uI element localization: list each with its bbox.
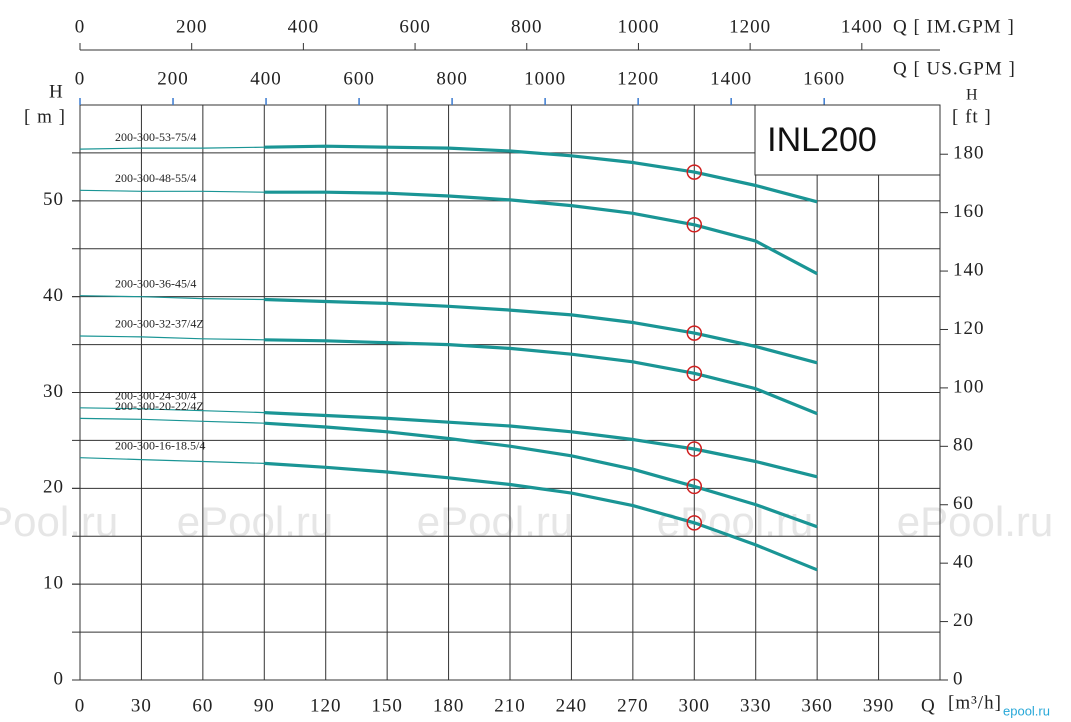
curve-thin xyxy=(79,146,265,150)
y2-label: H xyxy=(966,87,979,104)
duty-point xyxy=(686,441,703,457)
x2-tick-label: 600 xyxy=(399,16,431,37)
curve-thin xyxy=(79,335,265,341)
curve xyxy=(264,190,818,276)
x2-tick-label: 1200 xyxy=(729,16,771,37)
x3-tick-label: 200 xyxy=(157,68,189,89)
x-tick-label: 0 xyxy=(75,695,86,716)
x2-tick-label: 1000 xyxy=(617,16,659,37)
x-label: Q xyxy=(921,695,936,716)
x-tick-label: 240 xyxy=(556,695,588,716)
curve xyxy=(264,144,818,204)
y-tick-label: 0 xyxy=(54,668,65,689)
x-tick-label: 180 xyxy=(433,695,465,716)
x2-tick-label: 200 xyxy=(176,16,208,37)
curve-thin xyxy=(79,457,265,464)
watermark: ePool.ru xyxy=(177,498,333,545)
y2-tick-label: 60 xyxy=(953,493,974,514)
curve-thin xyxy=(79,189,265,193)
x-tick-label: 150 xyxy=(371,695,403,716)
x-tick-label: 300 xyxy=(679,695,711,716)
y2-tick-label: 140 xyxy=(953,259,985,280)
x3-tick-label: 1600 xyxy=(803,68,845,89)
y-tick-label: 10 xyxy=(43,573,64,594)
chart-title: INL200 xyxy=(767,121,877,159)
curve-label: 200-300-24-30/4 xyxy=(115,389,196,403)
x-tick-label: 390 xyxy=(863,695,895,716)
curve-label: 200-300-16-18.5/4 xyxy=(115,438,205,452)
curve-label: 200-300-32-37/4Z xyxy=(115,317,204,331)
y2-tick-label: 20 xyxy=(953,610,974,631)
x3-tick-label: 0 xyxy=(75,68,86,89)
y-label: H xyxy=(49,81,64,102)
y-tick-label: 50 xyxy=(43,189,64,210)
y2-tick-label: 120 xyxy=(953,318,985,339)
duty-point xyxy=(686,325,703,341)
x-tick-label: 210 xyxy=(494,695,526,716)
title-box xyxy=(754,104,941,176)
x-tick-label: 30 xyxy=(131,695,152,716)
x2-tick-label: 1400 xyxy=(841,16,883,37)
duty-point xyxy=(686,365,703,382)
watermark: ePool.ru xyxy=(0,498,118,545)
y-tick-label: 20 xyxy=(43,477,64,498)
y2-tick-label: 160 xyxy=(953,201,985,222)
x-tick-label: 120 xyxy=(310,695,342,716)
x-unit: [m³/h] xyxy=(948,692,1002,713)
footer-mark: epool.ru xyxy=(1003,703,1050,718)
curve-thin xyxy=(79,295,265,301)
curve xyxy=(264,338,818,416)
x-tick-label: 360 xyxy=(801,695,833,716)
y-tick-label: 40 xyxy=(43,285,64,306)
x3-tick-label: 1000 xyxy=(524,68,566,89)
watermark: ePool.ru xyxy=(897,498,1053,545)
curve-label: 200-300-48-55/4 xyxy=(115,171,196,185)
curve-thin xyxy=(79,407,265,414)
x3-tick-label: 1200 xyxy=(617,68,659,89)
curve xyxy=(264,297,818,365)
duty-point xyxy=(686,164,703,180)
x-tick-label: 330 xyxy=(740,695,772,716)
y-unit: [ m ] xyxy=(24,106,66,127)
duty-point xyxy=(686,217,703,233)
curve xyxy=(264,421,818,529)
x2-tick-label: 0 xyxy=(75,16,86,37)
y2-tick-label: 0 xyxy=(953,668,964,689)
y2-tick-label: 180 xyxy=(953,143,985,164)
y2-tick-label: 80 xyxy=(953,435,974,456)
y-tick-label: 30 xyxy=(43,381,64,402)
curve-label: 200-300-53-75/4 xyxy=(115,130,196,144)
curve-label: 200-300-36-45/4 xyxy=(115,276,196,290)
x3-tick-label: 400 xyxy=(250,68,282,89)
x3-tick-label: 1400 xyxy=(710,68,752,89)
x2-tick-label: 400 xyxy=(288,16,320,37)
x3-label: Q [ US.GPM ] xyxy=(893,58,1016,79)
curve xyxy=(264,411,818,479)
watermark: ePool.ru xyxy=(417,498,573,545)
y2-tick-label: 100 xyxy=(953,376,985,397)
curve-thin xyxy=(79,417,265,424)
duty-point xyxy=(686,478,703,495)
y2-unit: [ ft ] xyxy=(952,106,992,127)
x3-tick-label: 600 xyxy=(343,68,375,89)
x2-label: Q [ IM.GPM ] xyxy=(893,16,1015,37)
x-tick-label: 60 xyxy=(192,695,213,716)
curve-label: 200-300-20-22/4Z xyxy=(115,399,204,413)
curve xyxy=(264,461,818,572)
x2-tick-label: 800 xyxy=(511,16,543,37)
x-tick-label: 90 xyxy=(254,695,275,716)
x3-tick-label: 800 xyxy=(436,68,468,89)
y2-tick-label: 40 xyxy=(953,552,974,573)
x-tick-label: 270 xyxy=(617,695,649,716)
duty-point xyxy=(686,515,703,531)
